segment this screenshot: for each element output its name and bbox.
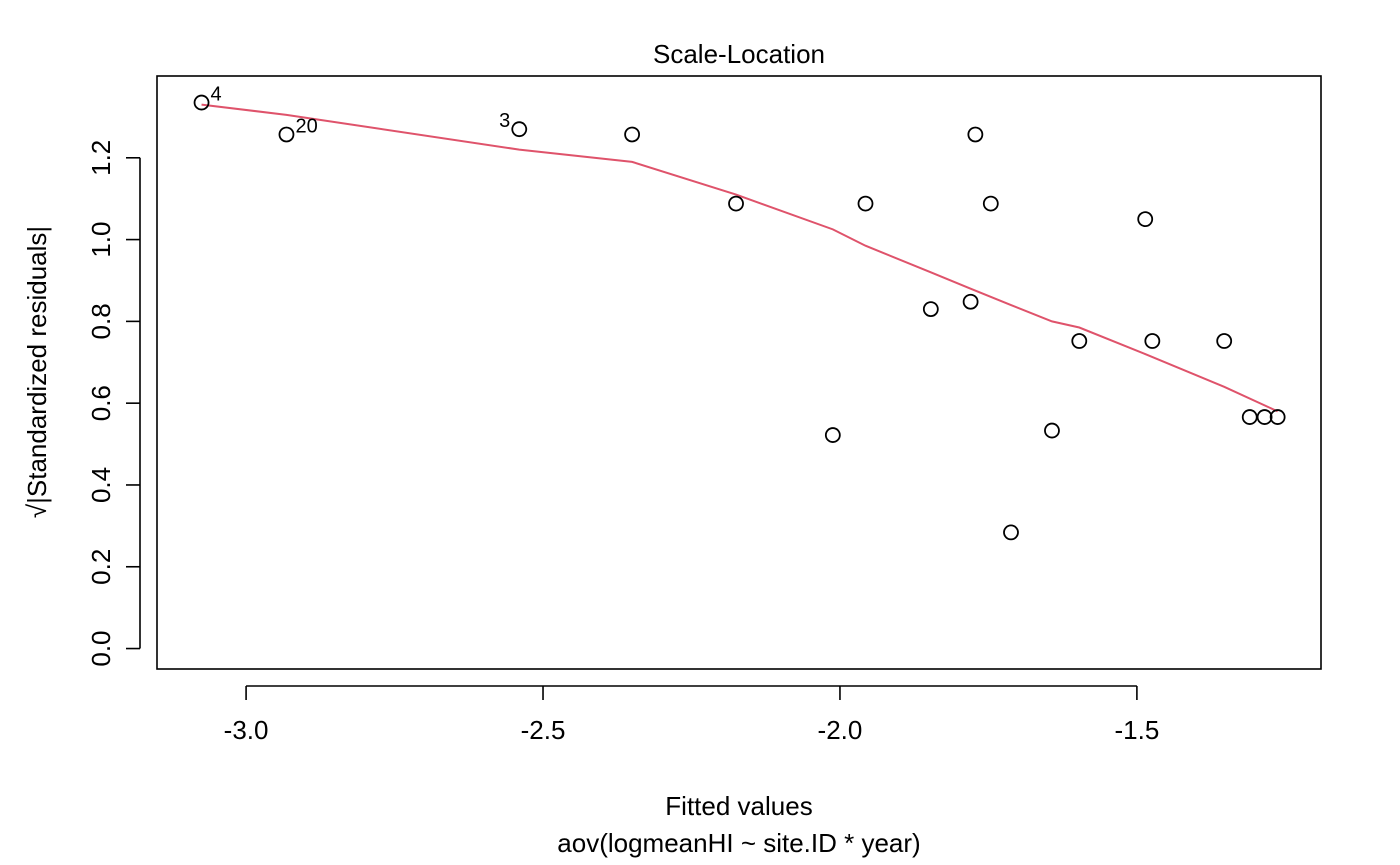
- x-tick-label: -3.0: [224, 715, 269, 745]
- data-point: [1137, 211, 1154, 228]
- point-label: 4: [211, 84, 222, 106]
- data-point: [511, 121, 528, 138]
- data-point: [193, 94, 210, 111]
- y-tick-label: 0.2: [86, 549, 116, 585]
- data-point: [624, 126, 641, 143]
- y-axis-label-text: |Standardized residuals|: [22, 226, 52, 504]
- y-tick-label: 1.2: [86, 140, 116, 176]
- data-point: [1256, 409, 1273, 425]
- data-point: [1003, 524, 1019, 541]
- data-point: [278, 126, 295, 143]
- y-tick-label: 0.4: [86, 467, 116, 503]
- y-axis-label: √|Standardized residuals|: [22, 226, 52, 518]
- point-label: 20: [295, 115, 317, 137]
- x-axis: -3.0 -2.5 -2.0 -1.5: [224, 685, 1159, 745]
- data-point: [1241, 409, 1258, 425]
- x-tick-label: -2.5: [521, 715, 566, 745]
- point-label: 3: [499, 110, 510, 132]
- y-tick-label: 0.6: [86, 385, 116, 421]
- point-labels: 4 20 3: [211, 84, 511, 138]
- data-point: [1216, 333, 1233, 349]
- x-tick-label: -1.5: [1114, 715, 1159, 745]
- data-point: [728, 195, 744, 212]
- y-axis-label-sqrt: √: [22, 503, 52, 518]
- data-point: [962, 293, 979, 310]
- residual-points: [193, 94, 1286, 541]
- y-tick-label: 0.8: [86, 303, 116, 339]
- data-point: [1071, 333, 1088, 349]
- chart-title: Scale-Location: [653, 39, 825, 69]
- data-point: [1044, 422, 1060, 439]
- smoother-line: [201, 103, 1279, 413]
- data-point: [922, 301, 939, 318]
- y-axis: 0.0 0.2 0.4 0.6 0.8 1.0 1.2: [86, 140, 141, 667]
- data-point: [967, 126, 984, 143]
- x-axis-label: Fitted values: [665, 791, 812, 821]
- y-tick-label: 0.0: [86, 630, 116, 666]
- data-point: [1269, 409, 1286, 425]
- x-tick-label: -2.0: [818, 715, 863, 745]
- chart-subtitle: aov(logmeanHI ~ site.ID * year): [557, 828, 920, 858]
- data-point: [1144, 333, 1161, 349]
- smoother-line-group: [201, 103, 1279, 413]
- plot-frame: [156, 75, 1322, 670]
- data-point: [824, 427, 841, 443]
- y-tick-label: 1.0: [86, 222, 116, 258]
- data-point: [857, 195, 874, 212]
- data-point: [982, 195, 999, 212]
